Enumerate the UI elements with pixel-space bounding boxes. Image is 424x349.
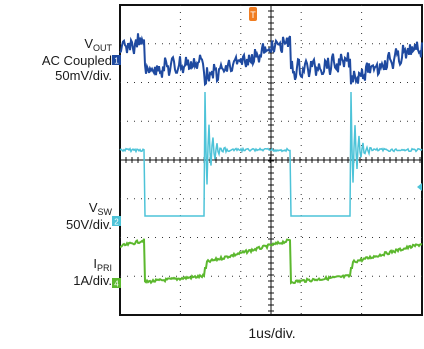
- timebase-label: 1us/div.: [248, 325, 296, 341]
- vsw-trace: [119, 91, 423, 217]
- vout-label: VOUT AC Coupled 50mV/div.: [0, 36, 112, 83]
- vout-name-main: V: [84, 36, 93, 51]
- vsw-name-main: V: [88, 200, 98, 215]
- channel-marker-vout: [112, 55, 121, 65]
- ipri-name-main: I: [93, 256, 97, 271]
- channel-marker-label-ipri: 4: [114, 280, 119, 289]
- vsw-label: VSW 50V/div.: [0, 200, 112, 232]
- vsw-scale: 50V/div.: [65, 217, 112, 232]
- vout-name-sub: OUT: [93, 43, 112, 53]
- vout-coupling: AC Coupled: [41, 53, 112, 68]
- vout-scale: 50mV/div.: [55, 68, 112, 83]
- channel-marker-vsw: [112, 216, 121, 226]
- ipri-name-sub: PRI: [96, 263, 112, 273]
- channel-marker-label-vout: 1: [114, 57, 119, 66]
- trigger-level-arrow: [417, 183, 422, 191]
- channel-marker-ipri: [112, 278, 121, 288]
- ipri-scale: 1A/div.: [73, 273, 112, 288]
- vsw-name-sub: SW: [97, 207, 113, 217]
- vout-trace: [119, 33, 423, 87]
- ipri-trace: [120, 238, 423, 285]
- trigger-marker: [249, 7, 257, 21]
- ipri-label: IPRI 1A/div.: [0, 256, 112, 288]
- trigger-marker-label: T: [250, 10, 256, 20]
- channel-marker-label-vsw: 2: [114, 218, 119, 227]
